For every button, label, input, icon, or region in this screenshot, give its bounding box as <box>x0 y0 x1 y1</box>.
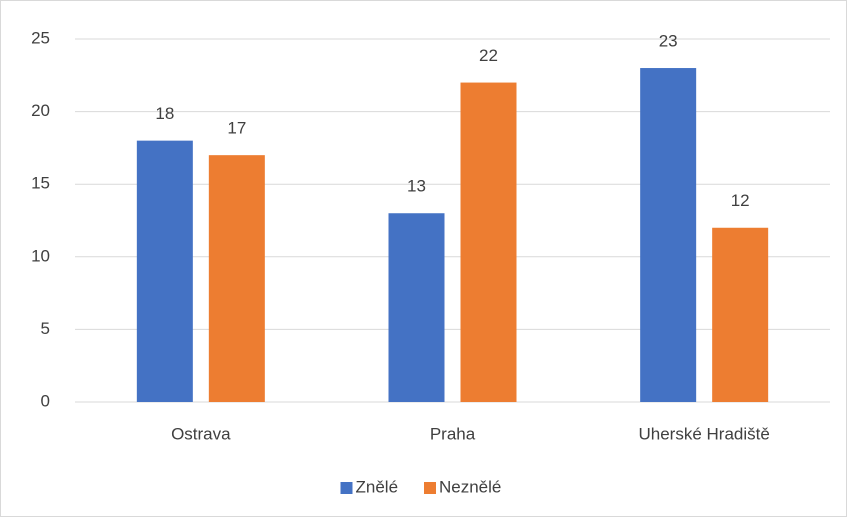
y-tick-label: 10 <box>31 246 50 265</box>
y-tick-label: 25 <box>31 28 50 47</box>
bar <box>460 82 517 402</box>
legend-label: Neznělé <box>439 477 501 496</box>
data-label: 23 <box>659 32 678 51</box>
bar <box>208 155 265 402</box>
y-tick-label: 20 <box>31 101 50 120</box>
x-tick-label: Praha <box>430 424 476 443</box>
legend-swatch <box>340 482 353 494</box>
y-tick-label: 15 <box>31 174 50 193</box>
data-label: 22 <box>479 46 498 65</box>
bar <box>136 140 193 402</box>
legend-swatch <box>424 482 436 494</box>
bar <box>388 213 445 402</box>
y-tick-label: 0 <box>41 391 50 410</box>
x-tick-label: Ostrava <box>171 424 231 443</box>
y-tick-label: 5 <box>41 319 50 338</box>
bar <box>712 227 769 402</box>
legend-label: Znělé <box>356 477 399 496</box>
data-label: 17 <box>227 119 246 138</box>
data-label: 12 <box>731 191 750 210</box>
x-tick-label: Uherské Hradiště <box>639 424 770 443</box>
data-label: 13 <box>407 177 426 196</box>
data-label: 18 <box>155 104 174 123</box>
bar <box>640 68 697 402</box>
